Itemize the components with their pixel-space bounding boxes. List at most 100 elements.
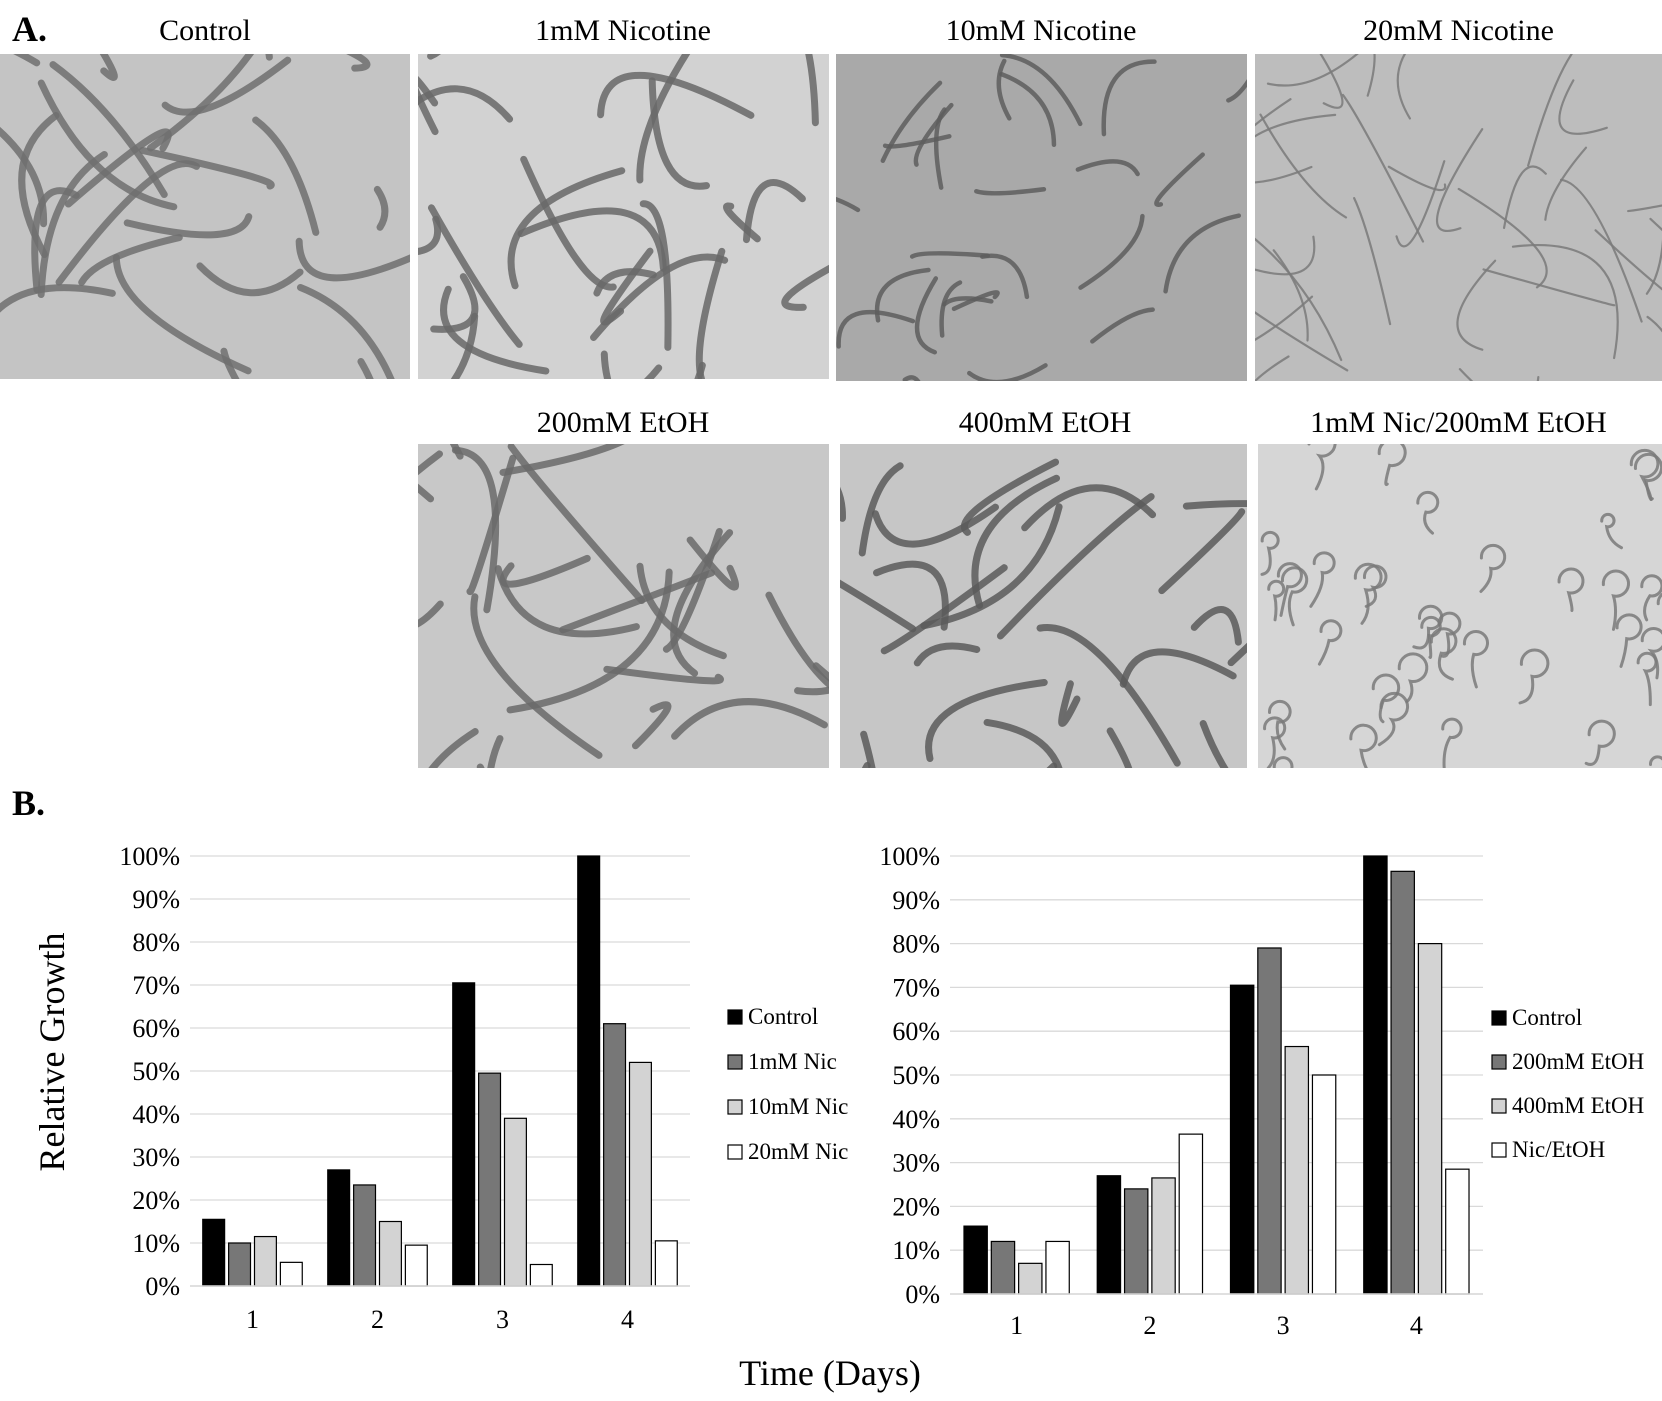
y-tick-label: 50% <box>132 1057 180 1086</box>
worm <box>1544 146 1588 221</box>
legend-swatch <box>727 1144 743 1160</box>
worm <box>1518 648 1550 705</box>
worm <box>418 215 441 255</box>
legend-swatch <box>1491 1054 1507 1070</box>
worm <box>1527 54 1573 167</box>
worm <box>520 155 617 291</box>
micrograph-background <box>418 54 829 379</box>
panel-b-label: B. <box>12 783 46 823</box>
y-tick-label: 70% <box>892 973 940 1002</box>
legend-label: 1mM Nic <box>748 1049 837 1074</box>
legend-label: Control <box>748 1004 818 1029</box>
worm <box>418 85 514 123</box>
worm <box>507 167 626 290</box>
worm <box>1036 623 1181 767</box>
worm <box>920 503 1063 630</box>
worm <box>805 54 819 127</box>
worm <box>1646 315 1662 333</box>
worm <box>1479 543 1507 593</box>
y-tick-label: 30% <box>132 1143 180 1172</box>
bar <box>529 1263 553 1287</box>
worm <box>1645 238 1662 295</box>
worm <box>123 213 253 239</box>
worm <box>670 529 734 677</box>
worm <box>1182 500 1247 510</box>
worm <box>871 503 999 548</box>
worm <box>999 54 1083 127</box>
worm <box>1627 204 1662 213</box>
bar <box>654 1240 678 1287</box>
worm <box>499 554 591 588</box>
worm <box>996 493 1155 640</box>
worm <box>1649 755 1662 768</box>
worm <box>252 116 320 236</box>
worm <box>470 593 603 759</box>
bar <box>327 1169 351 1287</box>
worm <box>1255 98 1292 127</box>
legend-label: 20mM Nic <box>748 1139 848 1164</box>
legend-swatch <box>1491 1142 1507 1158</box>
legend-swatch <box>727 1009 743 1025</box>
bar <box>452 982 476 1287</box>
micrograph-nic-etoh <box>1258 444 1662 768</box>
x-tick-label: 3 <box>1277 1311 1290 1340</box>
worm <box>1255 237 1343 362</box>
worm <box>1255 165 1313 184</box>
bar <box>1311 1074 1337 1295</box>
image-title-10mm-nicotine: 10mM Nicotine <box>945 14 1137 47</box>
worm <box>840 579 917 633</box>
worm <box>1558 79 1608 135</box>
worm <box>765 591 829 689</box>
worm <box>1021 484 1157 532</box>
worm <box>345 54 371 72</box>
micrograph-200mm-etoh <box>418 444 829 768</box>
worm <box>1456 259 1497 351</box>
worm <box>1255 311 1349 372</box>
worm <box>1255 113 1337 138</box>
worm <box>781 264 829 311</box>
y-tick-label: 40% <box>892 1105 940 1134</box>
worm <box>1190 606 1242 646</box>
worm <box>967 363 1048 381</box>
worm <box>880 80 943 163</box>
worm <box>939 280 963 338</box>
legend-label: Nic/EtOH <box>1512 1137 1605 1162</box>
worm <box>902 375 921 381</box>
worm <box>1387 165 1447 192</box>
worm <box>1058 680 1081 727</box>
legend-label: 10mM Nic <box>748 1094 848 1119</box>
worm <box>951 290 1000 312</box>
worm <box>559 569 716 634</box>
y-tick-label: 80% <box>892 930 940 959</box>
y-tick-label: 50% <box>892 1061 940 1090</box>
y-tick-label: 100% <box>119 842 180 871</box>
image-title-400mm-etoh: 400mM EtOH <box>958 406 1132 439</box>
worm <box>836 309 916 349</box>
worm <box>1341 93 1425 243</box>
micrograph-20mm-nicotine <box>1255 54 1662 381</box>
worm <box>1267 579 1286 622</box>
x-tick-label: 4 <box>621 1305 634 1334</box>
y-tick-label: 70% <box>132 971 180 1000</box>
legend-swatch <box>727 1054 743 1070</box>
micrograph-background <box>1258 444 1662 768</box>
y-tick-label: 40% <box>132 1100 180 1129</box>
micrograph-1mm-nicotine <box>418 54 829 379</box>
y-tick-label: 10% <box>132 1229 180 1258</box>
worm <box>1457 187 1548 289</box>
worm <box>1437 611 1462 658</box>
legend-swatch <box>1491 1098 1507 1114</box>
worm <box>1640 574 1662 622</box>
worm <box>466 454 517 595</box>
worm <box>996 58 1012 121</box>
worm <box>942 296 994 307</box>
image-title-200mm-etoh: 200mM EtOH <box>536 406 710 439</box>
worm <box>196 262 304 297</box>
worm <box>1075 159 1140 177</box>
worm <box>499 444 625 476</box>
x-tick-label: 1 <box>246 1305 259 1334</box>
worm <box>1615 613 1643 668</box>
bar <box>1445 1168 1470 1295</box>
worm <box>1272 756 1294 768</box>
x-axis-label: Time (Days) <box>739 1353 921 1393</box>
